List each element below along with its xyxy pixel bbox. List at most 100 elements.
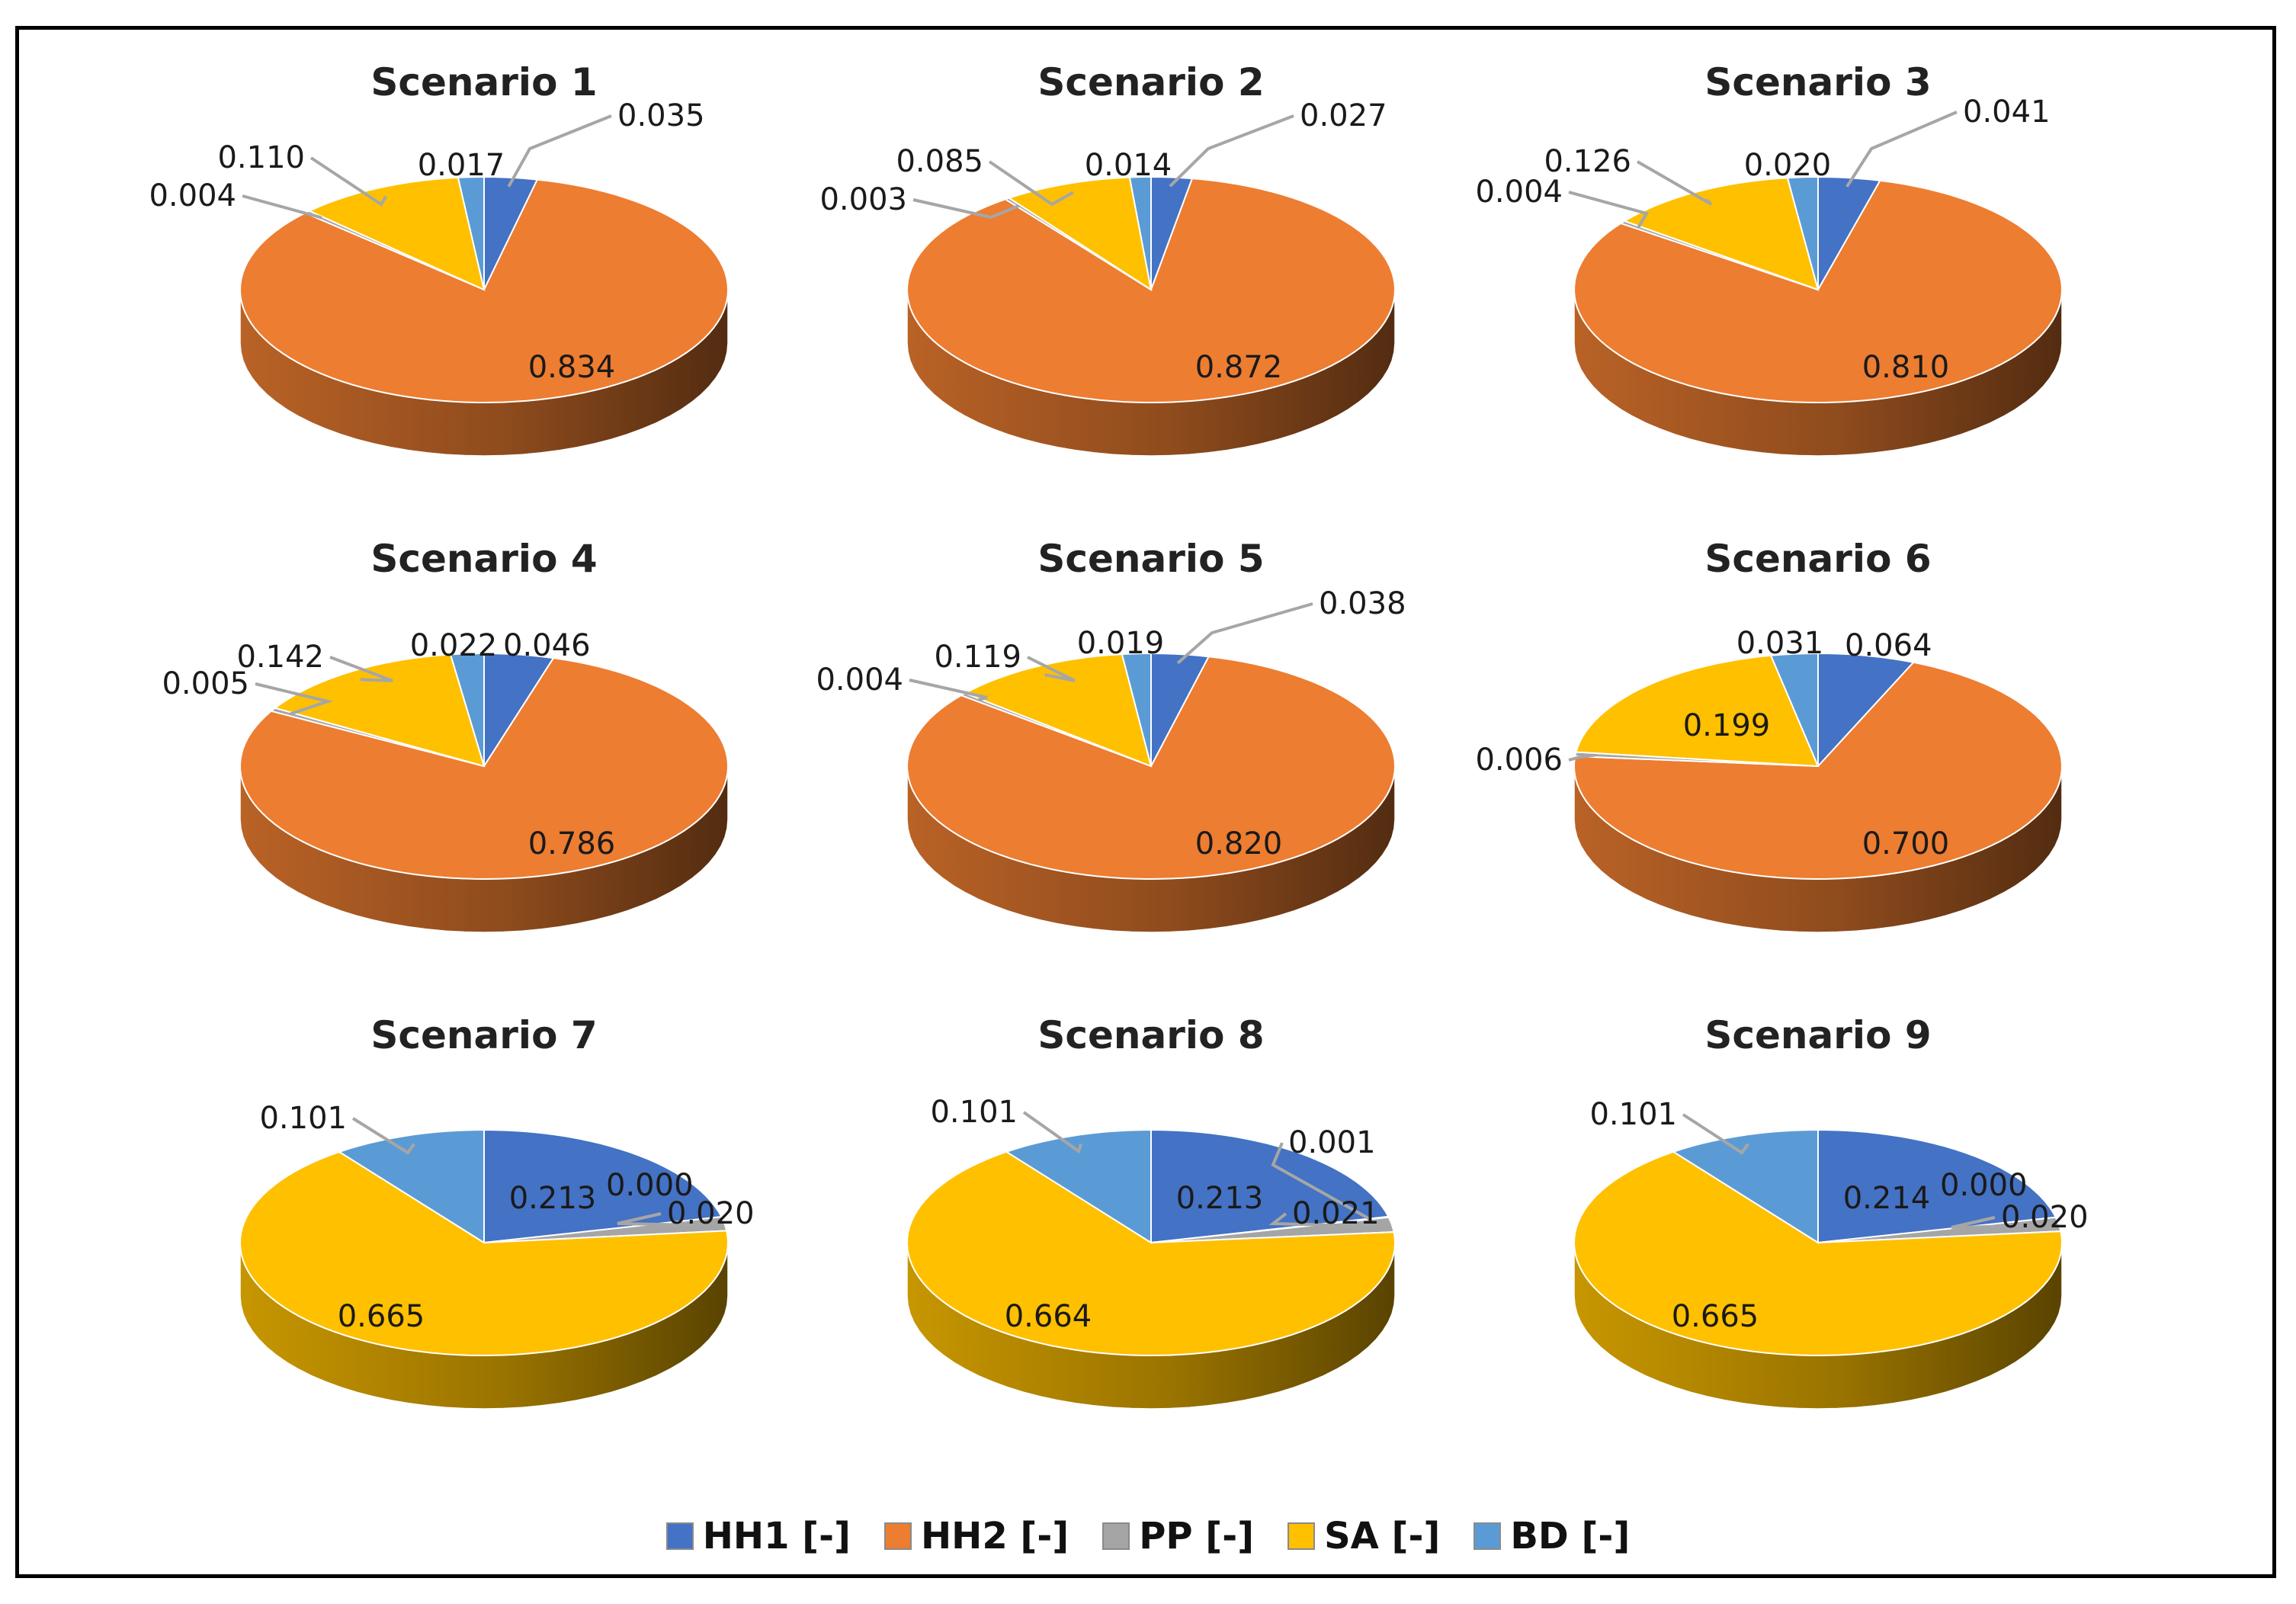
legend-label-pp: PP [-] [1139,1515,1255,1557]
chart-title: Scenario 2 [1037,60,1264,104]
legend-item-sa: SA [-] [1287,1515,1440,1557]
chart-legend: HH1 [-] HH2 [-] PP [-] SA [-] BD [-] [0,1509,2296,1563]
legend-item-hh2: HH2 [-] [883,1515,1069,1557]
pie-slice-hh1 [483,1128,723,1244]
data-label-sa: 0.142 [236,640,324,675]
data-label-pp: 0.004 [816,662,903,698]
legend-item-bd: BD [-] [1473,1515,1630,1557]
chart-title: Scenario 6 [1704,537,1931,581]
chart-title: Scenario 8 [1037,1013,1264,1057]
data-label-bd: 0.022 [410,628,498,663]
data-label-sa: 0.110 [217,140,305,175]
data-label-hh2: 0.000 [1940,1168,2028,1203]
chart-title: Scenario 1 [370,60,597,104]
leader-line [617,1212,706,1227]
leader-line [1176,602,1313,665]
chart-title: Scenario 3 [1704,60,1931,104]
data-label-hh1: 0.046 [503,628,591,663]
leader-line [242,194,322,220]
data-label-sa: 0.665 [1672,1299,1759,1334]
pie-chart-6: Scenario 6 0.064 0.700 0.006 0.199 0.031 [1475,537,2063,933]
legend-swatch-bd [1473,1522,1502,1550]
data-label-pp: 0.005 [162,666,249,701]
pie-slice-hh1 [1817,1128,2057,1244]
pie-slice-bd [1671,1128,1819,1244]
data-label-hh2: 0.700 [1862,826,1950,861]
chart-title: Scenario 5 [1037,537,1264,581]
legend-item-pp: PP [-] [1102,1515,1254,1557]
data-label-hh2: 0.834 [528,350,616,385]
leader-line [988,160,1074,207]
data-label-pp: 0.020 [667,1196,755,1231]
data-label-pp: 0.003 [819,182,907,217]
data-label-sa: 0.085 [896,144,983,179]
legend-label-sa: SA [-] [1324,1515,1441,1557]
chart-title: Scenario 7 [370,1013,597,1057]
legend-label-bd: BD [-] [1510,1515,1631,1557]
pie-slice-sa [1575,654,1820,768]
data-label-pp: 0.004 [1475,175,1563,210]
leader-line [1027,656,1076,682]
legend-swatch-hh2 [883,1522,912,1550]
data-label-sa: 0.119 [934,640,1021,675]
data-label-sa: 0.665 [338,1299,425,1334]
leader-line [1271,1142,1371,1221]
data-label-bd: 0.101 [1589,1097,1677,1132]
data-label-sa: 0.664 [1005,1299,1092,1334]
leader-line [1169,114,1294,188]
data-label-hh2: 0.001 [1288,1125,1376,1160]
data-label-hh1: 0.213 [1176,1181,1264,1216]
data-label-pp: 0.020 [2001,1200,2089,1235]
leader-line [1845,111,1958,188]
data-label-bd: 0.031 [1736,626,1824,661]
pie-slice-bd [337,1128,485,1244]
data-label-hh2: 0.810 [1862,350,1950,385]
data-label-hh2: 0.872 [1195,350,1283,385]
leader-line [912,198,1020,220]
data-label-hh2: 0.820 [1195,826,1283,861]
leader-line [1568,753,1595,762]
pie-slice-sa [273,653,486,768]
data-label-bd: 0.020 [1744,148,1832,183]
data-label-hh1: 0.214 [1843,1181,1931,1216]
pie-slice-bd [1121,652,1152,767]
data-label-bd: 0.101 [930,1095,1018,1130]
pie-slice-sa [1573,1150,2064,1357]
data-label-hh1: 0.027 [1300,98,1387,133]
leader-line [329,656,393,682]
leader-line [255,682,334,716]
legend-swatch-sa [1287,1522,1316,1550]
data-label-bd: 0.019 [1077,626,1165,661]
leader-line [309,156,388,207]
leader-line [909,678,988,702]
leader-line [1637,160,1713,206]
pie-slice-bd [1769,652,1819,767]
leader-line [1568,191,1650,229]
pie-slice-bd [1128,176,1152,290]
leader-line [351,1117,415,1155]
pie-slice-sa [963,653,1153,768]
pie-slice-bd [1786,175,1819,290]
pie-slice-bd [449,652,485,767]
legend-swatch-pp [1102,1522,1130,1550]
data-label-hh1: 0.038 [1319,586,1406,621]
data-label-hh1: 0.213 [509,1181,597,1216]
legend-label-hh1: HH1 [-] [702,1515,851,1557]
pie-chart-5: Scenario 5 0.038 0.820 0.004 0.119 0.019 [816,537,1406,933]
data-label-sa: 0.126 [1544,144,1631,179]
legend-label-hh2: HH2 [-] [920,1515,1069,1557]
data-label-bd: 0.017 [418,148,505,183]
data-label-hh2: 0.786 [528,826,616,861]
leader-line [1951,1216,2040,1229]
pie-slice-hh2 [906,656,1397,881]
pie-slice-sa [1007,176,1153,292]
pie-slice-hh1 [1150,1128,1390,1244]
chart-title: Scenario 9 [1704,1013,1931,1057]
leader-line [507,114,612,188]
pie-slice-sa [307,176,486,291]
data-label-sa: 0.199 [1683,708,1771,743]
data-label-pp: 0.021 [1292,1196,1380,1231]
